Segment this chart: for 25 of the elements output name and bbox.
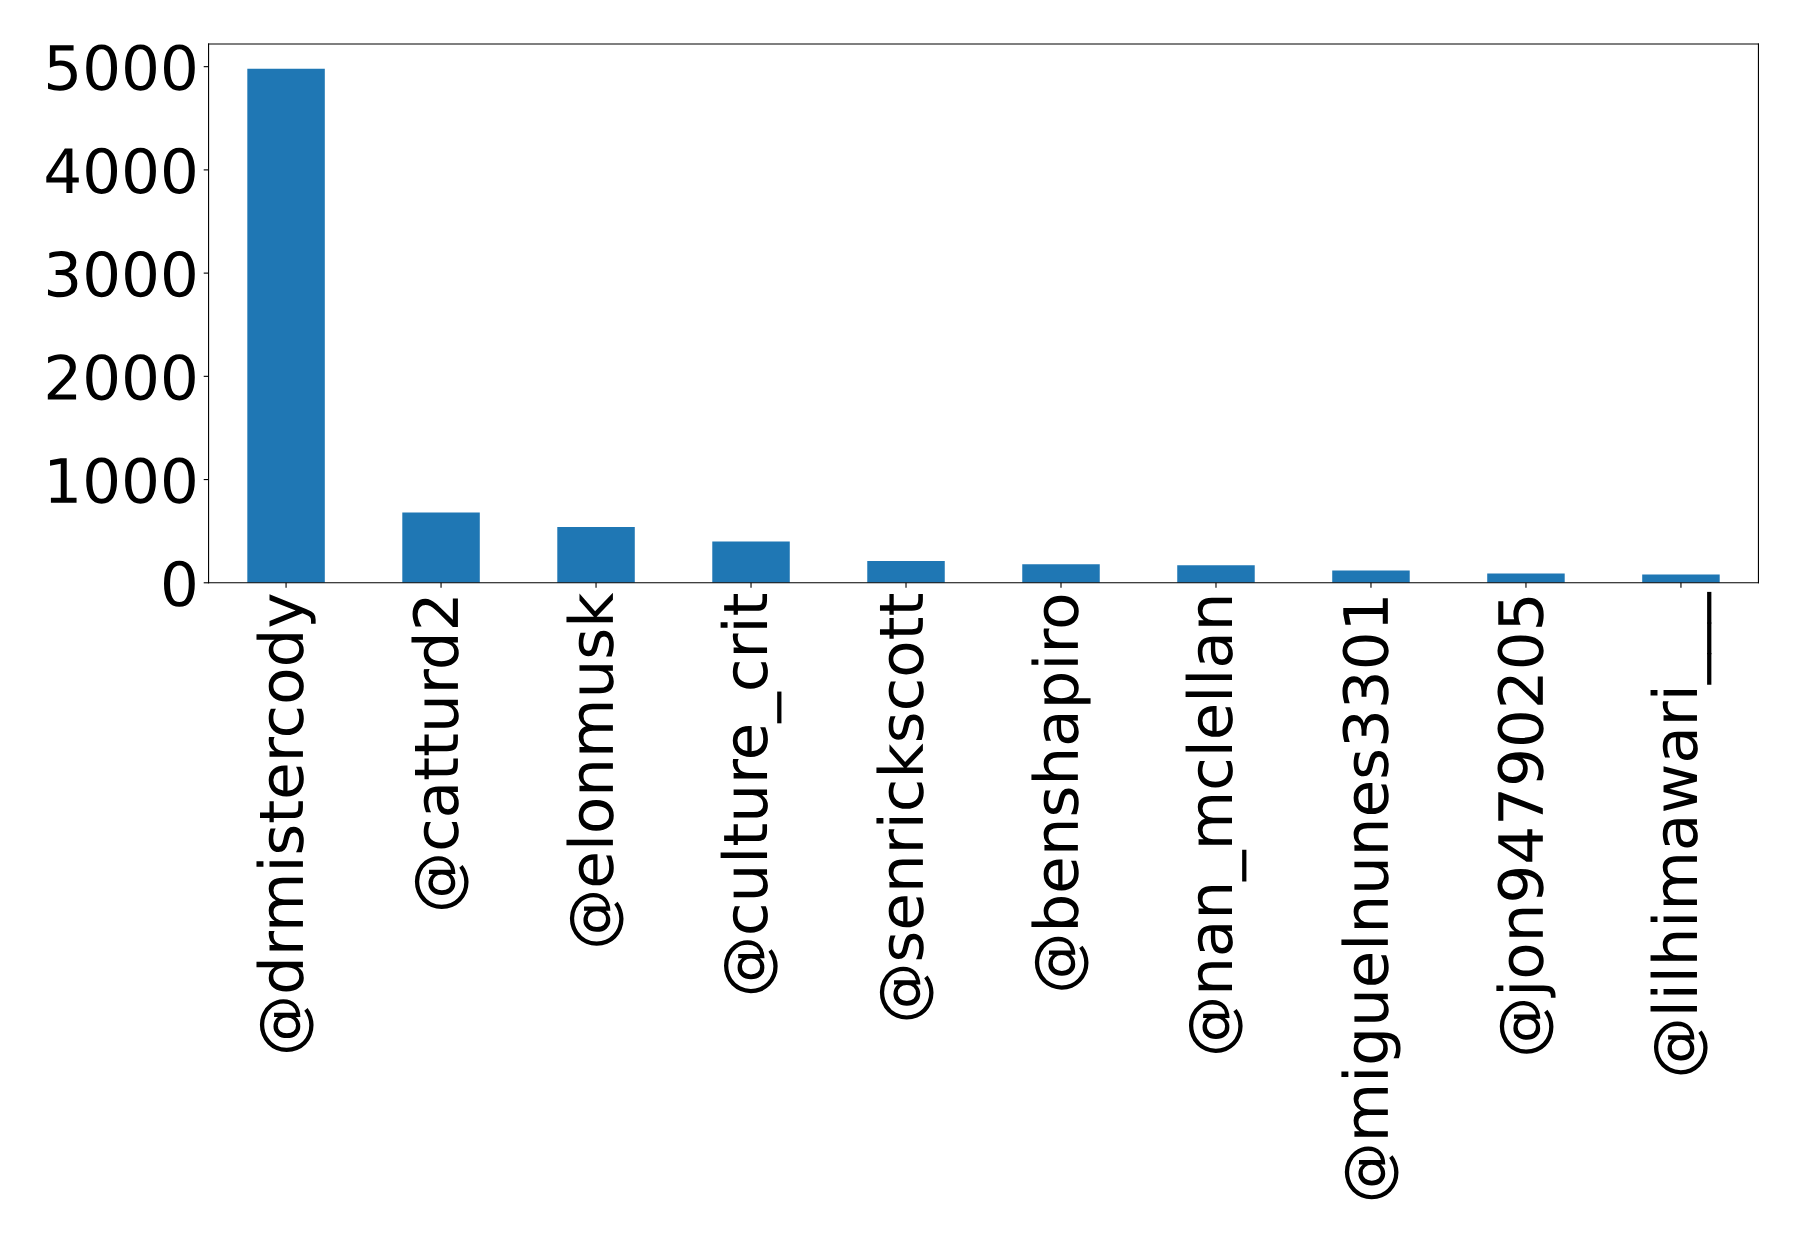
x-tick-label: @catturd2 xyxy=(411,598,469,910)
bar xyxy=(1022,564,1100,583)
y-tick-label: 2000 xyxy=(47,354,195,401)
x-tick-label: @miguelnunes3301 xyxy=(1341,598,1401,1200)
x-tick-label: @senrickscott xyxy=(876,593,934,1020)
x-tick-label: @drmistercody xyxy=(256,594,316,1053)
bar xyxy=(712,541,790,583)
bar xyxy=(1332,570,1410,583)
bar xyxy=(247,68,325,583)
x-tick-label: @lilhimawari___ xyxy=(1650,591,1712,1075)
bar xyxy=(402,512,480,583)
x-tick-label: @elonmusk xyxy=(566,592,624,946)
y-tick-label: 3000 xyxy=(47,250,195,298)
bar xyxy=(557,527,635,583)
bar xyxy=(1487,573,1565,583)
bar xyxy=(1177,565,1255,583)
y-tick-label: 4000 xyxy=(46,147,195,194)
bar xyxy=(867,561,945,583)
x-tick-label: @nan_mclellan xyxy=(1185,597,1247,1053)
y-tick-label: 5000 xyxy=(48,44,195,91)
y-tick-label: 0 xyxy=(163,560,195,607)
x-tick-label: @benshapiro xyxy=(1031,595,1091,990)
y-tick-label: 1000 xyxy=(50,457,195,504)
x-tick-label: @culture_crit xyxy=(720,593,782,994)
x-tick-label: @jon94790205 xyxy=(1496,597,1556,1054)
